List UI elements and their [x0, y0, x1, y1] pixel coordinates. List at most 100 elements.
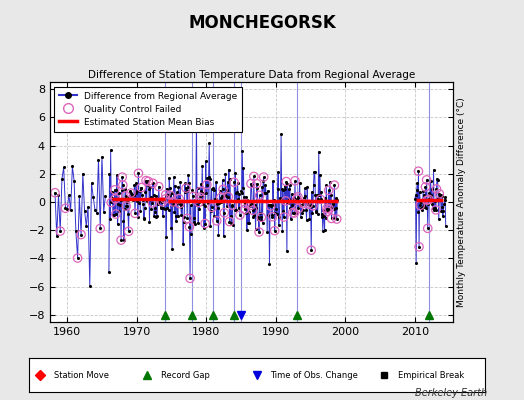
Point — [181, 180, 189, 186]
Text: MONCHEGORSK: MONCHEGORSK — [188, 14, 336, 32]
Point — [232, 190, 240, 196]
Point — [113, 172, 121, 179]
Point — [268, 214, 277, 220]
Point — [119, 218, 128, 224]
Point — [432, 186, 441, 192]
Point — [427, 192, 435, 198]
Point — [222, 193, 230, 199]
Point — [328, 204, 336, 210]
Point — [176, 200, 184, 207]
Point — [181, 188, 190, 195]
Point — [176, 179, 184, 185]
Point — [175, 196, 183, 202]
Point — [111, 187, 119, 193]
Point — [98, 154, 106, 160]
Point — [316, 196, 325, 202]
Point — [172, 218, 180, 224]
Point — [187, 231, 195, 237]
Point — [117, 237, 125, 243]
Point — [428, 200, 436, 207]
Point — [182, 185, 190, 191]
Point — [434, 216, 443, 222]
Point — [118, 174, 126, 180]
Point — [442, 223, 450, 230]
Point — [158, 199, 167, 205]
Point — [100, 208, 108, 215]
Point — [249, 173, 258, 180]
Point — [96, 225, 104, 232]
Point — [425, 196, 433, 203]
Point — [266, 202, 274, 208]
Point — [93, 209, 101, 216]
Point — [201, 220, 209, 227]
Point — [132, 180, 140, 187]
Point — [136, 207, 145, 214]
Point — [56, 228, 64, 234]
Legend: Difference from Regional Average, Quality Control Failed, Estimated Station Mean: Difference from Regional Average, Qualit… — [54, 86, 242, 132]
Point — [319, 228, 327, 234]
Point — [105, 171, 114, 177]
Point — [167, 225, 175, 231]
Point — [140, 205, 149, 212]
Point — [96, 225, 104, 232]
Point — [106, 216, 114, 222]
Point — [300, 196, 309, 202]
Point — [235, 205, 243, 211]
Point — [110, 196, 118, 202]
Point — [186, 275, 194, 282]
Point — [139, 201, 147, 207]
Point — [79, 170, 87, 177]
Point — [233, 189, 241, 195]
Point — [144, 178, 152, 184]
Point — [161, 192, 170, 198]
Point — [194, 199, 203, 206]
Point — [291, 178, 299, 184]
Point — [112, 187, 121, 194]
Point — [268, 212, 276, 218]
Point — [288, 202, 296, 208]
Point — [432, 207, 440, 213]
Text: Empirical Break: Empirical Break — [398, 370, 464, 380]
Point — [241, 200, 249, 207]
Point — [258, 184, 266, 190]
Point — [193, 185, 202, 192]
Point — [101, 192, 110, 199]
Point — [417, 199, 425, 206]
Point — [438, 204, 446, 210]
Point — [438, 193, 446, 199]
Point — [210, 187, 218, 194]
Point — [106, 147, 115, 153]
Point — [328, 215, 336, 222]
Point — [226, 213, 235, 219]
Point — [411, 192, 420, 198]
Point — [123, 199, 131, 205]
Point — [121, 186, 129, 193]
Point — [166, 185, 174, 192]
Point — [75, 193, 83, 200]
Point — [330, 206, 338, 212]
Point — [128, 196, 137, 203]
Point — [250, 212, 259, 218]
Point — [411, 196, 419, 202]
Point — [80, 208, 89, 214]
Point — [423, 197, 431, 203]
Point — [310, 169, 318, 175]
Point — [242, 210, 250, 216]
Point — [135, 200, 143, 206]
Point — [179, 241, 187, 248]
Point — [169, 199, 178, 205]
Point — [204, 174, 213, 180]
Point — [173, 212, 182, 219]
Point — [115, 190, 123, 196]
Point — [196, 194, 204, 200]
Point — [314, 196, 322, 202]
Point — [307, 247, 315, 254]
Point — [311, 192, 320, 198]
Point — [224, 179, 232, 185]
Point — [176, 200, 184, 207]
Point — [160, 206, 169, 213]
Point — [192, 116, 201, 122]
Point — [437, 208, 445, 214]
Point — [126, 188, 134, 194]
Point — [140, 215, 148, 221]
